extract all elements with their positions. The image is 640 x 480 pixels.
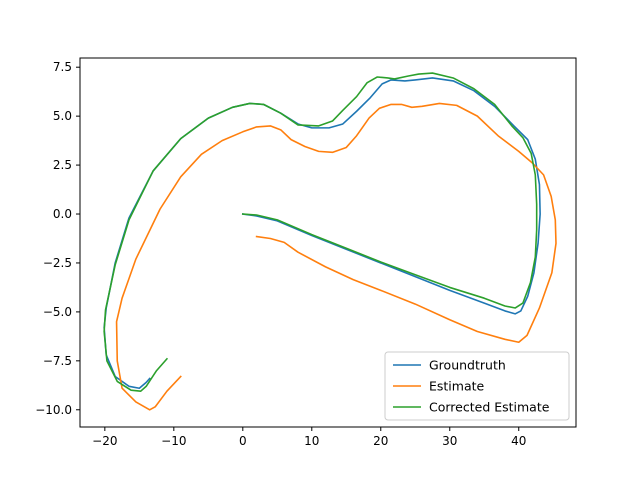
- x-tick-label: 0: [239, 434, 247, 448]
- y-tick-label: −2.5: [43, 256, 72, 270]
- y-axis: −10.0 −7.5 −5.0 −2.5 0.0 2.5 5.0 7.5: [35, 60, 80, 417]
- x-tick-label: −20: [92, 434, 117, 448]
- x-tick-label: −10: [161, 434, 186, 448]
- legend-label-0: Groundtruth: [429, 358, 506, 373]
- legend: Groundtruth Estimate Corrected Estimate: [384, 351, 570, 421]
- y-tick-label: 2.5: [53, 158, 72, 172]
- x-tick-label: 10: [304, 434, 319, 448]
- series-lines: [103, 72, 557, 411]
- series-line-2: [103, 72, 538, 392]
- axes-frame: [79, 57, 577, 428]
- x-tick-label: 40: [511, 434, 526, 448]
- y-tick-label: 7.5: [53, 60, 72, 74]
- legend-label-1: Estimate: [429, 379, 485, 394]
- series-line-1: [115, 102, 557, 411]
- x-axis: −20 −10 0 10 20 30 40: [92, 427, 526, 448]
- legend-label-2: Corrected Estimate: [429, 400, 550, 415]
- y-tick-label: −7.5: [43, 354, 72, 368]
- x-tick-label: 30: [442, 434, 457, 448]
- y-tick-label: −10.0: [35, 403, 72, 417]
- y-tick-label: −5.0: [43, 305, 72, 319]
- legend-box: [384, 351, 570, 421]
- y-tick-label: 0.0: [53, 207, 72, 221]
- y-tick-label: 5.0: [53, 109, 72, 123]
- x-tick-label: 20: [373, 434, 388, 448]
